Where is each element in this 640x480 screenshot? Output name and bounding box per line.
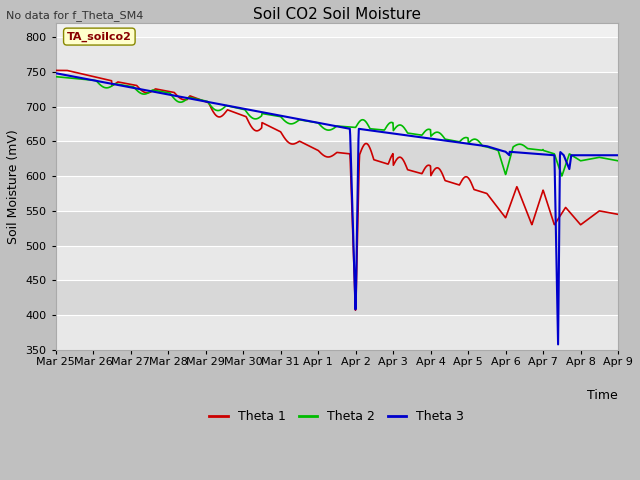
Theta 3	[554, 342, 562, 348]
Text: Time: Time	[588, 389, 618, 402]
Theta 3	[372, 128, 380, 134]
Bar	[56, 246, 618, 280]
Line: Theta 3: Theta 3	[56, 73, 618, 345]
Theta 3	[118, 83, 126, 89]
Line: Theta 1: Theta 1	[56, 71, 618, 310]
Bar	[56, 72, 618, 107]
Theta 3	[302, 118, 310, 123]
Bar	[56, 280, 618, 315]
Legend: Theta 1, Theta 2, Theta 3: Theta 1, Theta 2, Theta 3	[204, 405, 469, 428]
Bar	[56, 315, 618, 350]
Theta 2	[302, 118, 310, 124]
Text: TA_soilco2: TA_soilco2	[67, 32, 132, 42]
Theta 2	[372, 126, 380, 132]
Bar	[56, 107, 618, 141]
Theta 3	[95, 79, 103, 84]
Theta 1	[372, 157, 380, 163]
Theta 1	[614, 212, 622, 217]
Theta 1	[95, 75, 103, 81]
Bar	[56, 141, 618, 176]
Theta 3	[614, 152, 622, 158]
Bar	[56, 211, 618, 246]
Bar	[56, 37, 618, 72]
Theta 1	[351, 307, 359, 313]
Bar	[56, 176, 618, 211]
Theta 2	[52, 74, 60, 80]
Theta 3	[312, 120, 320, 125]
Line: Theta 2: Theta 2	[56, 77, 618, 176]
Theta 2	[614, 158, 622, 164]
Theta 2	[312, 120, 320, 125]
Theta 1	[302, 142, 310, 147]
Theta 3	[52, 70, 60, 76]
Theta 2	[291, 120, 298, 126]
Title: Soil CO2 Soil Moisture: Soil CO2 Soil Moisture	[253, 7, 421, 22]
Theta 3	[291, 115, 298, 121]
Theta 2	[95, 81, 103, 87]
Theta 1	[291, 141, 298, 147]
Y-axis label: Soil Moisture (mV): Soil Moisture (mV)	[7, 129, 20, 244]
Text: No data for f_Theta_SM4: No data for f_Theta_SM4	[6, 10, 144, 21]
Theta 1	[118, 80, 126, 85]
Theta 1	[52, 68, 60, 73]
Theta 2	[118, 82, 126, 88]
Theta 1	[312, 146, 320, 152]
Theta 2	[558, 173, 566, 179]
